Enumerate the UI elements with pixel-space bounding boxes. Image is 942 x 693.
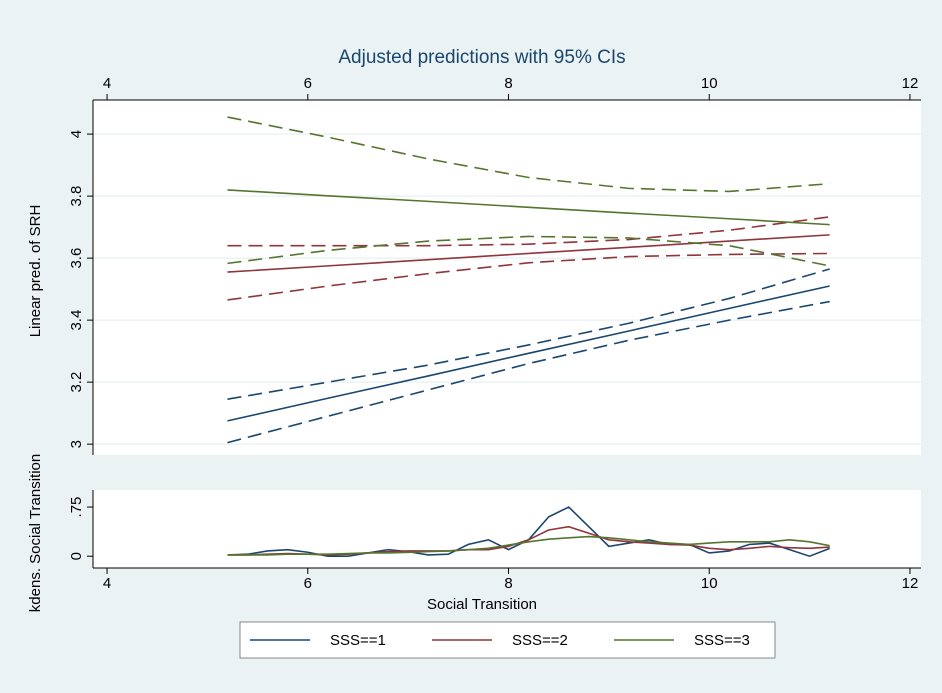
x-tick-label: 12 xyxy=(902,75,919,92)
x-tick-label: 8 xyxy=(504,75,512,92)
series-line xyxy=(227,216,830,247)
y-axis-label: kdens. Social Transition xyxy=(27,454,44,612)
x-tick-label: 10 xyxy=(701,75,718,92)
x-tick-label: 6 xyxy=(304,75,312,92)
y-tick-label: .75 xyxy=(68,497,85,518)
plot-area xyxy=(93,100,921,455)
x-tick-label: 6 xyxy=(304,575,312,592)
x-tick-label: 4 xyxy=(103,75,111,92)
legend-label: SSS==2 xyxy=(512,632,568,649)
x-tick-label: 8 xyxy=(504,575,512,592)
y-tick-label: 3.8 xyxy=(68,186,85,207)
legend-label: SSS==3 xyxy=(694,632,750,649)
y-tick-label: 3.6 xyxy=(68,248,85,269)
y-tick-label: 3.4 xyxy=(68,310,85,331)
legend-label: SSS==1 xyxy=(330,632,386,649)
series-line xyxy=(227,300,830,444)
plot-area xyxy=(93,490,921,568)
series-line xyxy=(227,252,830,301)
series-line xyxy=(227,189,830,226)
series-line xyxy=(227,285,830,422)
x-axis-label: Social Transition xyxy=(427,596,537,613)
y-tick-label: 0 xyxy=(68,552,85,560)
series-line xyxy=(227,535,830,556)
legend xyxy=(239,621,776,659)
y-tick-label: 4 xyxy=(68,130,85,138)
chart-title: Adjusted predictions with 95% CIs xyxy=(338,47,625,68)
series-line xyxy=(227,234,830,273)
series-line xyxy=(227,116,830,193)
x-tick-label: 12 xyxy=(902,575,919,592)
y-axis-label: Linear pred. of SRH xyxy=(27,205,44,338)
y-tick-label: 3.2 xyxy=(68,372,85,393)
y-tick-label: 3 xyxy=(68,440,85,448)
x-tick-label: 4 xyxy=(103,575,111,592)
series-line xyxy=(227,268,830,400)
series-line xyxy=(227,235,830,267)
x-tick-label: 10 xyxy=(701,575,718,592)
